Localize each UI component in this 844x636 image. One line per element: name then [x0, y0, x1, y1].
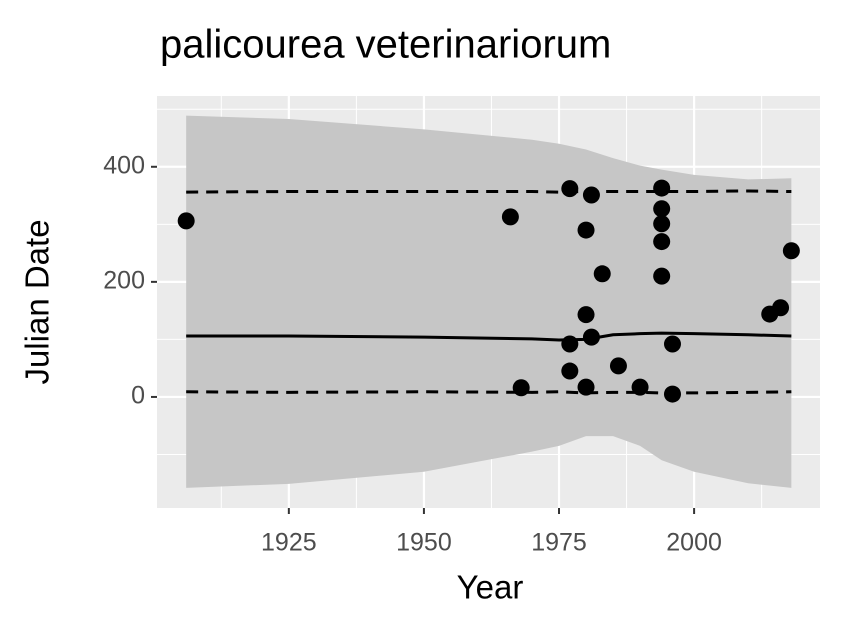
x-axis-label: Year — [457, 569, 524, 606]
point — [593, 265, 611, 283]
point — [653, 267, 671, 285]
point — [577, 378, 595, 396]
point — [653, 179, 671, 197]
x-tick-label: 1925 — [261, 529, 317, 557]
x-tick-label: 1950 — [396, 529, 452, 557]
x-tick-label: 2000 — [666, 529, 722, 557]
point — [653, 215, 671, 233]
x-tick-label: 1975 — [531, 529, 587, 557]
point — [663, 335, 681, 353]
point — [561, 335, 579, 353]
point — [609, 357, 627, 375]
point — [653, 200, 671, 218]
point — [561, 180, 579, 198]
y-axis-label: Julian Date — [19, 219, 56, 384]
point — [501, 208, 519, 226]
point — [582, 186, 600, 204]
point — [631, 378, 649, 396]
point — [582, 328, 600, 346]
y-tick-label: 400 — [103, 151, 145, 179]
point — [663, 385, 681, 403]
y-tick-label: 200 — [103, 266, 145, 294]
point — [653, 233, 671, 251]
point — [577, 221, 595, 239]
chart-title: palicourea veterinariorum — [160, 23, 611, 67]
point — [561, 362, 579, 380]
point — [177, 212, 195, 230]
point — [512, 379, 530, 397]
point — [782, 242, 800, 260]
y-tick-label: 0 — [131, 382, 145, 410]
point — [772, 299, 790, 317]
point — [577, 306, 595, 324]
